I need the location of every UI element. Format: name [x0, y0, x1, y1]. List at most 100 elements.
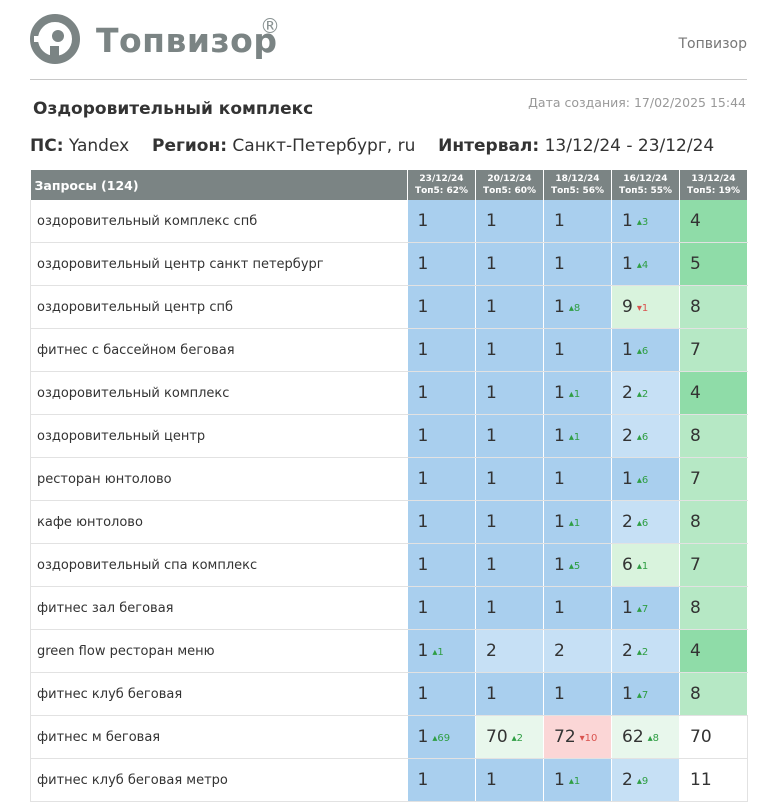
position-cell: 2 ▴6	[611, 414, 680, 458]
column-top5: Топ5: 55%	[618, 186, 673, 196]
position-cell: 8	[679, 586, 748, 630]
position-cell: 1 ▴3	[611, 200, 680, 243]
report-parameters: ПС: Yandex Регион: Санкт-Петербург, ru И…	[30, 136, 714, 156]
query-text: оздоровительный центр спб	[30, 285, 408, 329]
query-text: оздоровительный комплекс	[30, 371, 408, 415]
position-value: 8	[690, 426, 701, 446]
query-text: фитнес клуб беговая	[30, 672, 408, 716]
brand-name: Топвизор	[96, 20, 278, 60]
position-up-delta: ▴1	[432, 647, 444, 658]
position-cell: 1	[407, 371, 476, 415]
interval-label: Интервал:	[438, 136, 540, 156]
position-cell: 1 ▴1	[543, 758, 612, 802]
table-body: оздоровительный комплекс спб 1 1 1 1 ▴3 4 оздор…	[30, 200, 748, 802]
position-cell: 7	[679, 328, 748, 372]
position-cell: 1	[475, 500, 544, 544]
position-value: 1	[417, 254, 429, 274]
position-value: 9	[622, 297, 633, 317]
position-value: 1	[417, 426, 429, 446]
position-value: 1	[554, 383, 565, 403]
query-text: фитнес с бассейном беговая	[30, 328, 408, 372]
position-value: 4	[690, 641, 701, 661]
column-top5: Топ5: 60%	[482, 186, 537, 196]
position-value: 1	[622, 598, 633, 618]
position-cell: 8	[679, 672, 748, 716]
date-column-header: 16/12/24 Топ5: 55%	[611, 170, 680, 200]
position-value: 70	[486, 727, 508, 747]
position-value: 11	[690, 770, 712, 790]
position-value: 1	[554, 426, 565, 446]
query-text: оздоровительный центр санкт петербург	[30, 242, 408, 286]
table-row: оздоровительный центр спб 1 1 1 ▴8 9 ▾1 8	[30, 285, 748, 329]
position-value: 1	[486, 297, 497, 317]
position-cell: 2	[543, 629, 612, 673]
position-cell: 1	[475, 200, 544, 243]
position-value: 1	[486, 211, 497, 231]
position-cell: 1	[407, 328, 476, 372]
column-date: 20/12/24	[487, 174, 532, 184]
position-cell: 1	[475, 328, 544, 372]
position-up-delta: ▴9	[636, 776, 649, 787]
position-up-delta: ▴8	[647, 733, 660, 744]
table-row: кафе юнтолово 1 1 1 ▴1 2 ▴6 8	[30, 500, 748, 544]
position-value: 1	[554, 211, 565, 231]
position-value: 4	[690, 383, 701, 403]
position-cell: 1	[543, 242, 612, 286]
position-cell: 1 ▴6	[611, 457, 680, 501]
position-value: 1	[622, 254, 633, 274]
position-cell: 1 ▴8	[543, 285, 612, 329]
position-cell: 70	[679, 715, 748, 759]
date-column-header: 13/12/24 Топ5: 19%	[679, 170, 748, 200]
position-cell: 5	[679, 242, 748, 286]
position-value: 1	[417, 598, 429, 618]
position-cell: 1	[407, 414, 476, 458]
position-value: 1	[554, 770, 565, 790]
position-cell: 9 ▾1	[611, 285, 680, 329]
topvisor-logo: Топвизор	[30, 14, 277, 64]
position-up-delta: ▴1	[568, 776, 581, 787]
position-value: 1	[417, 684, 429, 704]
position-up-delta: ▴2	[511, 733, 524, 744]
position-cell: 1	[475, 457, 544, 501]
position-cell: 2	[475, 629, 544, 673]
region-label: Регион:	[151, 136, 227, 156]
queries-column-header: Запросы (124)	[30, 170, 408, 200]
header-brand-text: Топвизор	[678, 36, 747, 52]
table-row: фитнес м беговая 1 ▴69 70 ▴2 72 ▾10 62 ▴8 70	[30, 715, 748, 759]
position-value: 1	[486, 383, 497, 403]
position-up-delta: ▴5	[568, 561, 581, 572]
position-cell: 1 ▴69	[407, 715, 476, 759]
query-text: фитнес м беговая	[30, 715, 408, 759]
position-value: 1	[486, 254, 497, 274]
position-cell: 1 ▴1	[543, 500, 612, 544]
column-date: 16/12/24	[623, 174, 668, 184]
position-value: 1	[417, 727, 429, 747]
position-cell: 1 ▴6	[611, 328, 680, 372]
position-value: 8	[690, 512, 701, 532]
position-up-delta: ▴69	[432, 733, 451, 744]
position-cell: 1	[407, 758, 476, 802]
position-value: 1	[554, 254, 565, 274]
table-row: фитнес зал беговая 1 1 1 1 ▴7 8	[30, 586, 748, 630]
position-value: 72	[554, 727, 576, 747]
position-value: 8	[690, 297, 701, 317]
date-column-header: 20/12/24 Топ5: 60%	[475, 170, 544, 200]
position-up-delta: ▴4	[636, 260, 649, 271]
position-value: 70	[690, 727, 712, 747]
position-value: 2	[622, 770, 633, 790]
table-row: оздоровительный центр 1 1 1 ▴1 2 ▴6 8	[30, 414, 748, 458]
position-cell: 1	[475, 672, 544, 716]
position-value: 1	[554, 555, 565, 575]
position-value: 1	[486, 684, 497, 704]
position-value: 1	[417, 297, 429, 317]
position-value: 1	[554, 340, 565, 360]
position-cell: 7	[679, 543, 748, 587]
position-cell: 1	[543, 672, 612, 716]
position-cell: 4	[679, 371, 748, 415]
position-value: 2	[554, 641, 565, 661]
column-date: 18/12/24	[555, 174, 600, 184]
position-cell: 2 ▴2	[611, 629, 680, 673]
column-top5: Топ5: 19%	[686, 186, 741, 196]
query-text: оздоровительный спа комплекс	[30, 543, 408, 587]
column-top5: Топ5: 56%	[550, 186, 605, 196]
